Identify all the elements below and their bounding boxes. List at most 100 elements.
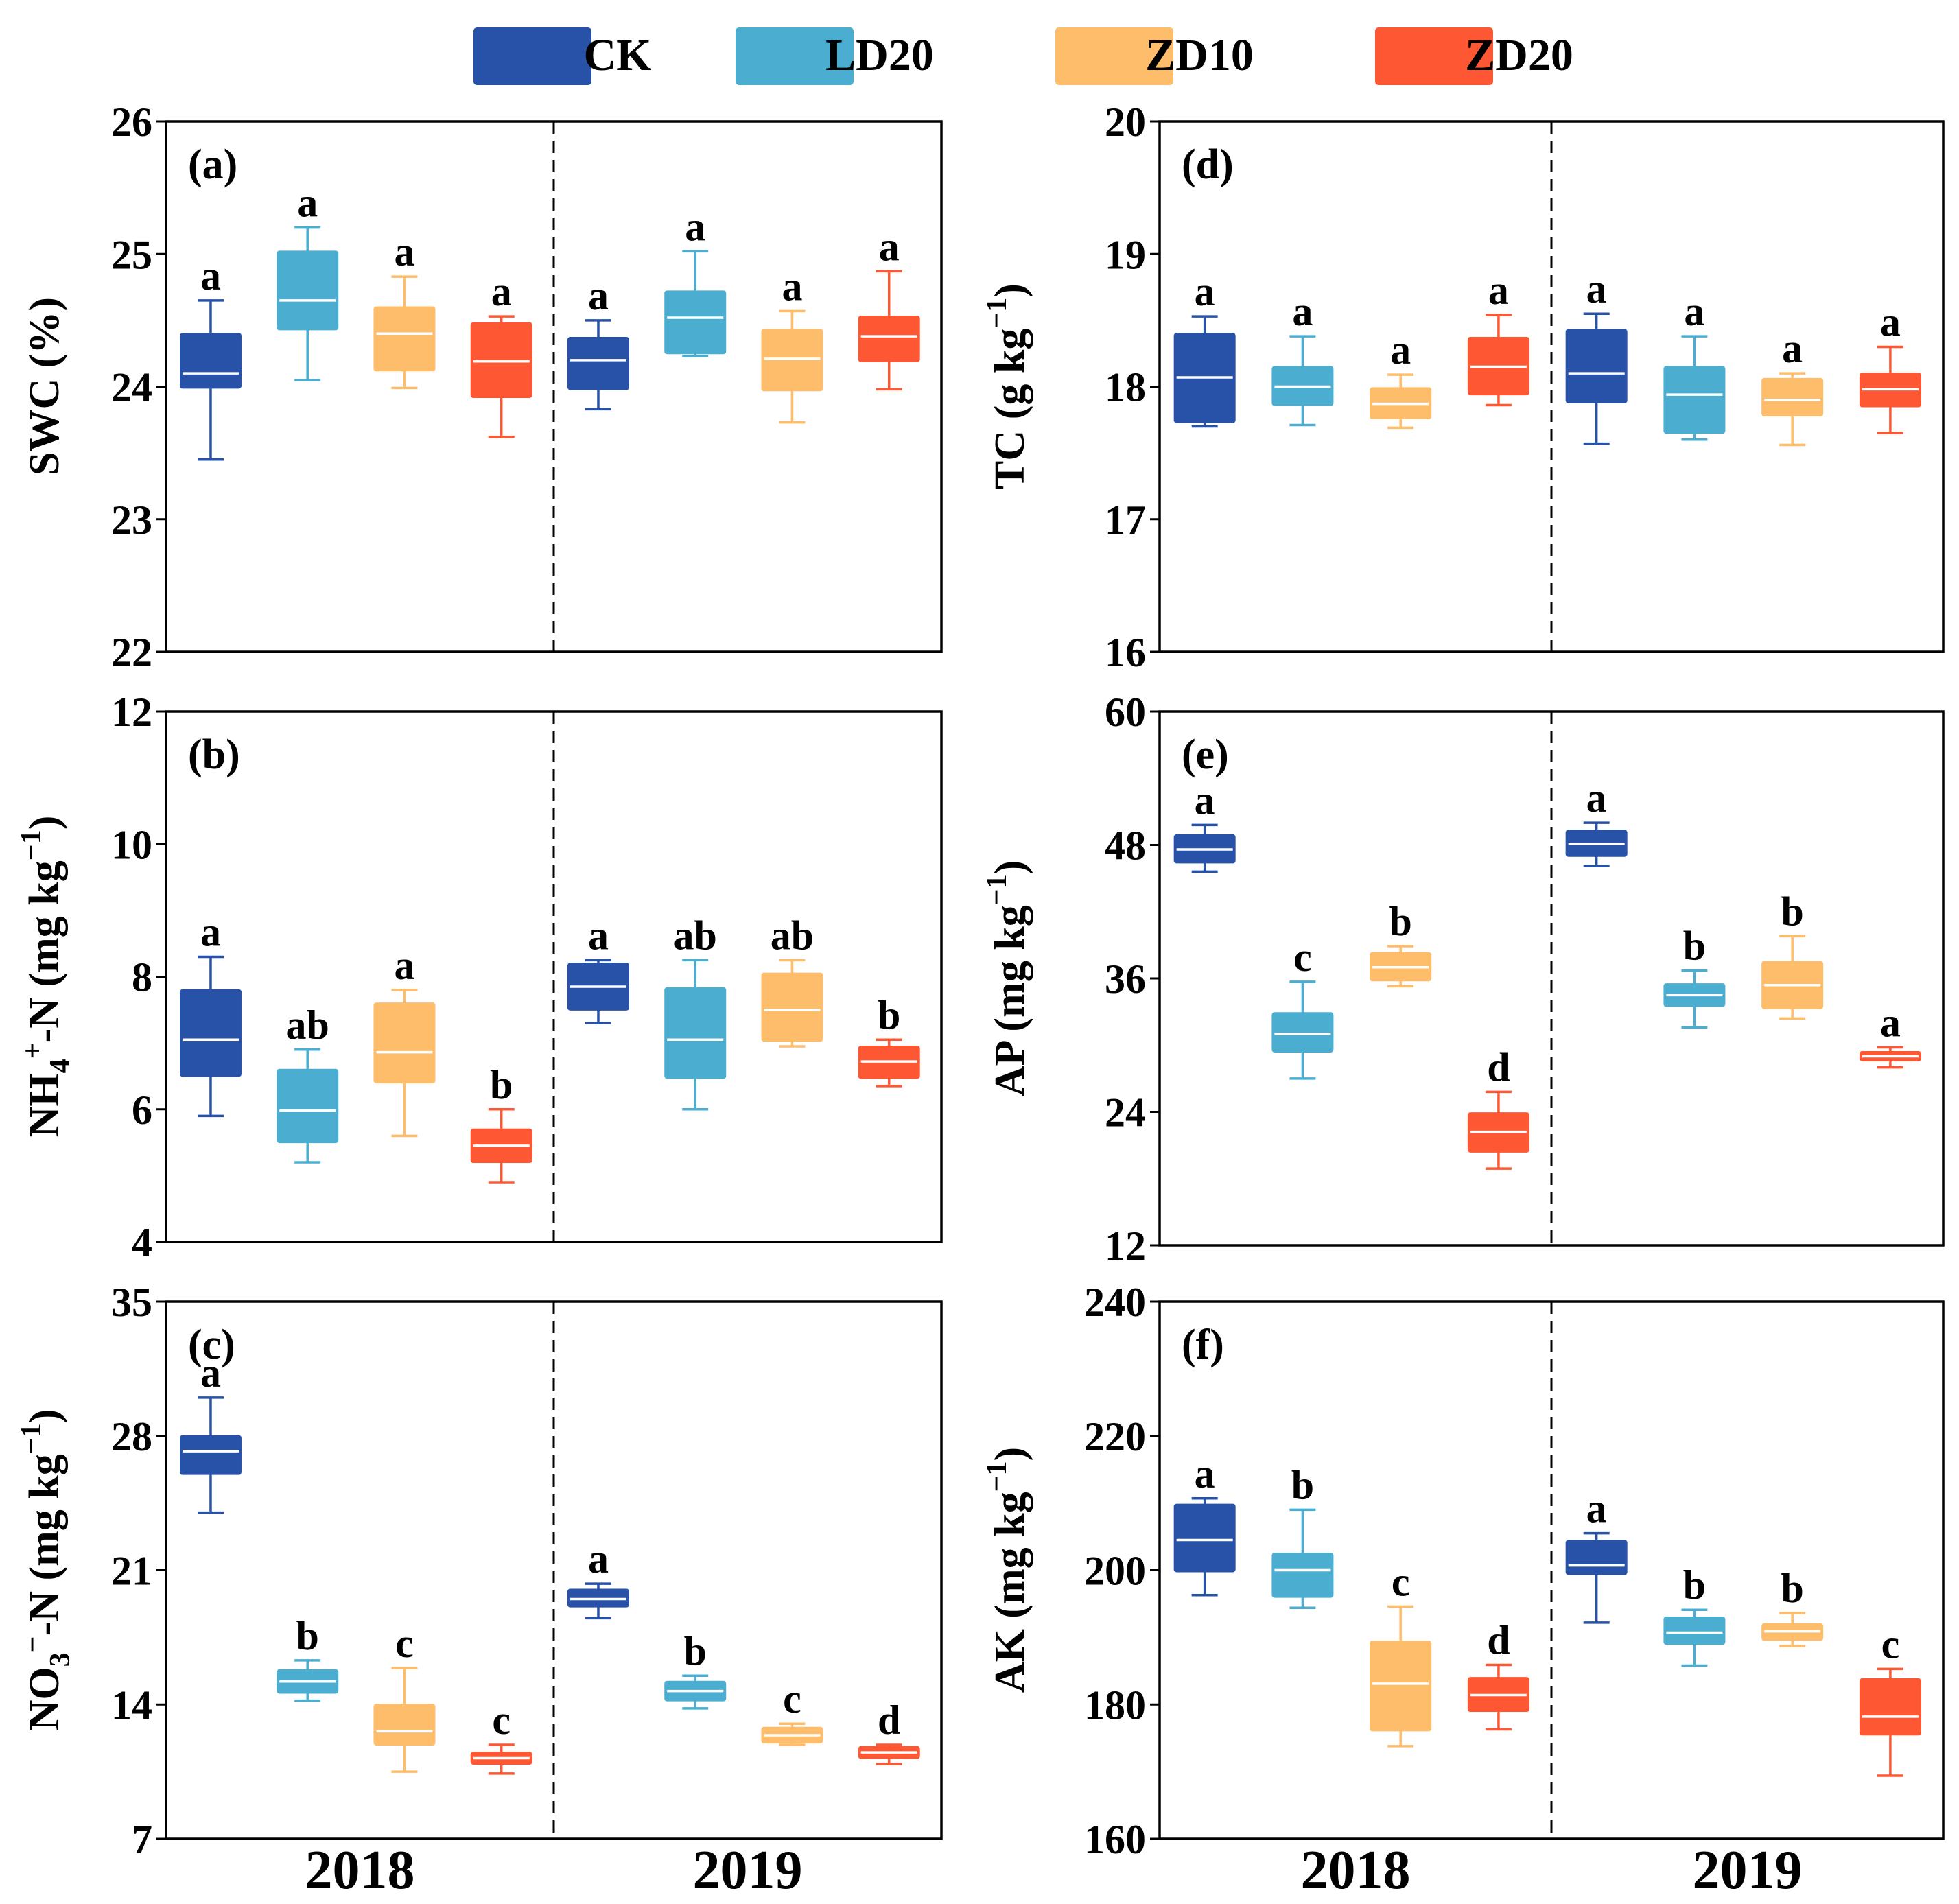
significance-letter: a: [200, 1350, 221, 1396]
box-ck-2018: a: [179, 910, 242, 1118]
panel-label: (d): [1182, 141, 1234, 188]
significance-letter: b: [684, 1628, 707, 1673]
y-tick-label: 8: [132, 955, 152, 1000]
y-tick-label: 23: [111, 497, 152, 543]
y-axis-label: NH4+-N (mg kg−1): [16, 816, 76, 1138]
panel-label: (a): [188, 141, 237, 188]
panel-label: (c): [188, 1321, 235, 1368]
significance-letter: a: [879, 224, 900, 269]
significance-letter: a: [1782, 326, 1803, 371]
box-ld20-2018: a: [1271, 289, 1334, 427]
iqr-box: [373, 306, 436, 372]
significance-letter: a: [685, 204, 705, 249]
box-ld20-2019: a: [1663, 289, 1726, 441]
box-ck-2019: a: [567, 913, 629, 1024]
significance-letter: d: [878, 1697, 900, 1743]
box-zd10-2018: a: [373, 943, 436, 1138]
box-ld20-2018: b: [277, 1613, 339, 1702]
significance-letter: a: [297, 180, 318, 226]
y-tick-label: 24: [1105, 1090, 1146, 1136]
y-tick-label: 240: [1084, 1280, 1146, 1325]
y-tick-label: 200: [1084, 1549, 1146, 1594]
y-tick-label: 36: [1105, 956, 1146, 1002]
significance-letter: c: [395, 1621, 414, 1666]
legend-swatch-zd20: [1375, 27, 1493, 85]
y-tick-label: 35: [111, 1280, 152, 1325]
significance-letter: a: [588, 913, 609, 958]
box-ck-2019: a: [1565, 266, 1628, 445]
box-zd20-2019: a: [1859, 300, 1921, 434]
significance-letter: b: [1683, 1562, 1706, 1608]
significance-letter: c: [492, 1697, 511, 1743]
significance-letter: b: [1781, 889, 1803, 934]
significance-letter: a: [782, 263, 802, 309]
box-zd20-2019: a: [1859, 1000, 1921, 1069]
box-ld20-2018: b: [1271, 1462, 1334, 1610]
significance-letter: a: [1586, 266, 1607, 312]
significance-letter: a: [1195, 269, 1215, 314]
y-tick-label: 48: [1105, 823, 1146, 869]
y-tick-label: 19: [1105, 232, 1146, 277]
iqr-box: [1271, 1553, 1334, 1598]
y-tick-label: 10: [111, 822, 152, 867]
significance-letter: a: [200, 253, 221, 298]
iqr-box: [1271, 1012, 1334, 1053]
box-zd10-2018: a: [373, 229, 436, 390]
iqr-box: [664, 987, 727, 1079]
box-zd20-2018: b: [470, 1062, 532, 1184]
box-ld20-2019: ab: [664, 913, 727, 1111]
y-tick-label: 14: [111, 1682, 152, 1728]
y-axis-label: TC (g kg−1): [981, 283, 1033, 489]
box-zd20-2019: c: [1859, 1621, 1921, 1777]
significance-letter: ab: [674, 913, 717, 958]
box-zd10-2019: ab: [761, 913, 823, 1048]
y-tick-label: 6: [132, 1088, 152, 1133]
significance-letter: b: [296, 1613, 319, 1658]
significance-letter: a: [1488, 268, 1509, 313]
box-zd10-2018: c: [1370, 1559, 1432, 1748]
legend-label-ld20: LD20: [825, 30, 934, 80]
box-ck-2018: a: [1173, 269, 1236, 428]
chart-panel-a: 22 23 24 25 26 (a) SWC (%) a a a a a a a a: [21, 99, 943, 675]
y-tick-label: 16: [1105, 630, 1146, 675]
box-zd10-2018: a: [1370, 327, 1432, 430]
significance-letter: c: [1392, 1559, 1410, 1604]
legend: CK LD20 ZD10 ZD20: [473, 27, 1573, 85]
x-tick-label-2018: 2018: [1301, 1840, 1411, 1901]
y-tick-label: 18: [1105, 365, 1146, 410]
significance-letter: c: [1881, 1621, 1900, 1667]
iqr-box: [179, 989, 242, 1077]
box-ck-2019: a: [1565, 1486, 1628, 1624]
y-tick-label: 220: [1084, 1414, 1146, 1459]
significance-letter: b: [1781, 1566, 1803, 1611]
y-tick-label: 28: [111, 1414, 152, 1459]
box-ld20-2019: b: [1663, 1562, 1726, 1667]
chart-panel-e: 12 24 36 48 60 (e) AP (mg kg−1) a a c b b b d a: [981, 690, 1945, 1269]
significance-letter: a: [1195, 777, 1215, 823]
iqr-box: [179, 333, 242, 389]
y-tick-label: 25: [111, 232, 152, 277]
box-zd20-2019: b: [858, 992, 920, 1088]
y-tick-label: 22: [111, 630, 152, 675]
y-axis-label: AK (mg kg−1): [981, 1447, 1033, 1693]
iqr-box: [761, 972, 823, 1042]
box-ck-2019: a: [567, 273, 629, 411]
box-zd20-2019: d: [858, 1697, 920, 1765]
significance-letter: b: [1683, 924, 1706, 969]
box-ck-2019: a: [1565, 775, 1628, 868]
box-zd20-2018: c: [470, 1697, 532, 1775]
x-tick-label-2019: 2019: [693, 1840, 803, 1901]
box-zd20-2019: a: [858, 224, 920, 391]
significance-letter: b: [1389, 899, 1411, 944]
significance-letter: a: [1586, 775, 1607, 821]
y-tick-label: 24: [111, 365, 152, 410]
box-ld20-2019: a: [664, 204, 727, 357]
box-zd10-2019: c: [761, 1676, 823, 1746]
y-tick-label: 160: [1084, 1817, 1146, 1862]
y-tick-label: 7: [132, 1817, 152, 1862]
box-ck-2018: a: [1173, 1451, 1236, 1597]
legend-swatch-zd10: [1055, 27, 1173, 85]
y-tick-label: 60: [1105, 690, 1146, 735]
y-axis-label: SWC (%): [21, 297, 68, 475]
significance-letter: d: [1487, 1044, 1510, 1090]
